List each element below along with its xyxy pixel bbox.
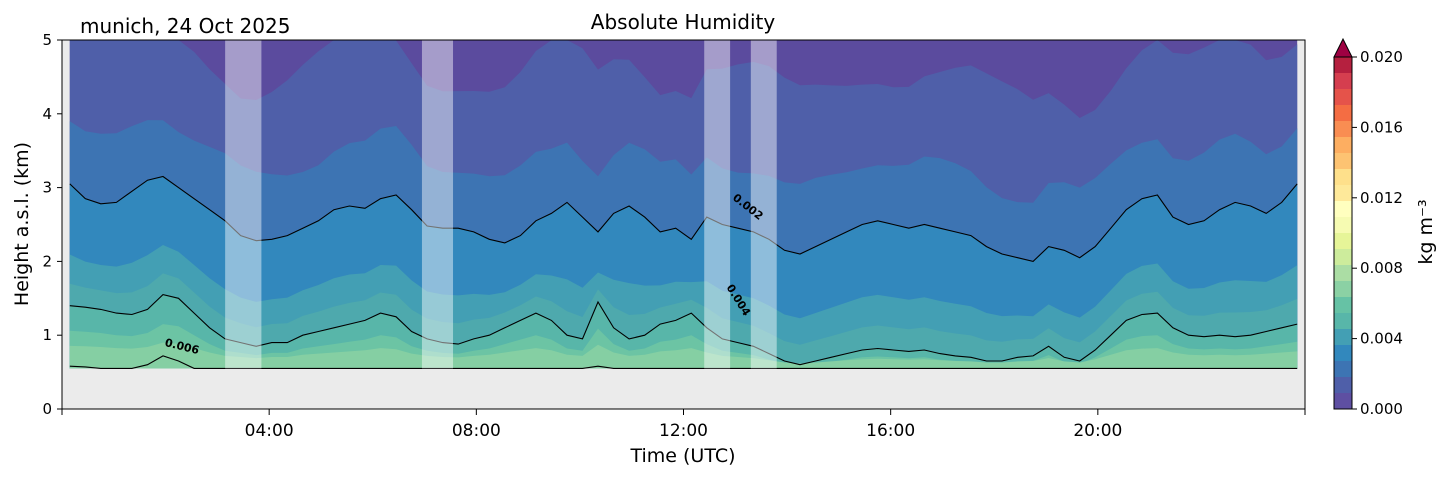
y-tick-label: 1 <box>42 326 52 344</box>
x-tick-label: 08:00 <box>452 421 501 441</box>
x-axis: 04:00 08:00 12:00 16:00 20:00 <box>61 409 1306 441</box>
colorbar-label: kg m⁻³ <box>1415 199 1437 264</box>
y-tick-label: 4 <box>42 105 52 123</box>
colorbar-tick-label: 0.000 <box>1360 400 1403 418</box>
y-tick-label: 0 <box>42 400 52 418</box>
contour-line-0.002 <box>69 175 1298 263</box>
colorbar-tick-label: 0.012 <box>1360 189 1403 207</box>
chart-subtitle: munich, 24 Oct 2025 <box>80 14 290 38</box>
data-gap-0 <box>225 40 262 369</box>
contour-lines <box>69 175 1298 369</box>
y-tick-label: 5 <box>42 31 52 49</box>
humidity-band-8 <box>69 342 1298 369</box>
colorbar-tick-label: 0.020 <box>1360 48 1403 66</box>
data-gap-3 <box>750 40 777 369</box>
humidity-field <box>69 40 1298 369</box>
chart-title: Absolute Humidity <box>591 10 776 34</box>
contour-line-0.006 <box>69 355 1298 369</box>
colorbar-tick-label: 0.008 <box>1360 259 1403 277</box>
x-tick-label: 20:00 <box>1073 421 1122 441</box>
x-tick-label: 04:00 <box>245 421 294 441</box>
y-tick-label: 3 <box>42 179 52 197</box>
y-tick-label: 2 <box>42 252 52 270</box>
colorbar-extend-arrow <box>1333 37 1353 58</box>
data-gap-1 <box>421 40 454 369</box>
colorbar-tick-label: 0.016 <box>1360 118 1403 136</box>
contour-line-0.004 <box>69 293 1298 366</box>
y-axis-title: Height a.s.l. (km) <box>11 142 33 306</box>
x-tick-label: 12:00 <box>659 421 708 441</box>
colorbar-tick-label: 0.004 <box>1360 330 1403 348</box>
x-axis-title: Time (UTC) <box>629 445 735 467</box>
y-axis: 0 1 2 3 4 5 <box>42 31 62 418</box>
data-gaps <box>225 40 777 369</box>
colorbar-body <box>1333 56 1353 410</box>
x-tick-label: 16:00 <box>866 421 915 441</box>
data-gap-2 <box>704 40 731 369</box>
colorbar: 0.000 0.004 0.008 0.012 0.016 0.020 kg m⁻³ <box>1333 37 1437 418</box>
